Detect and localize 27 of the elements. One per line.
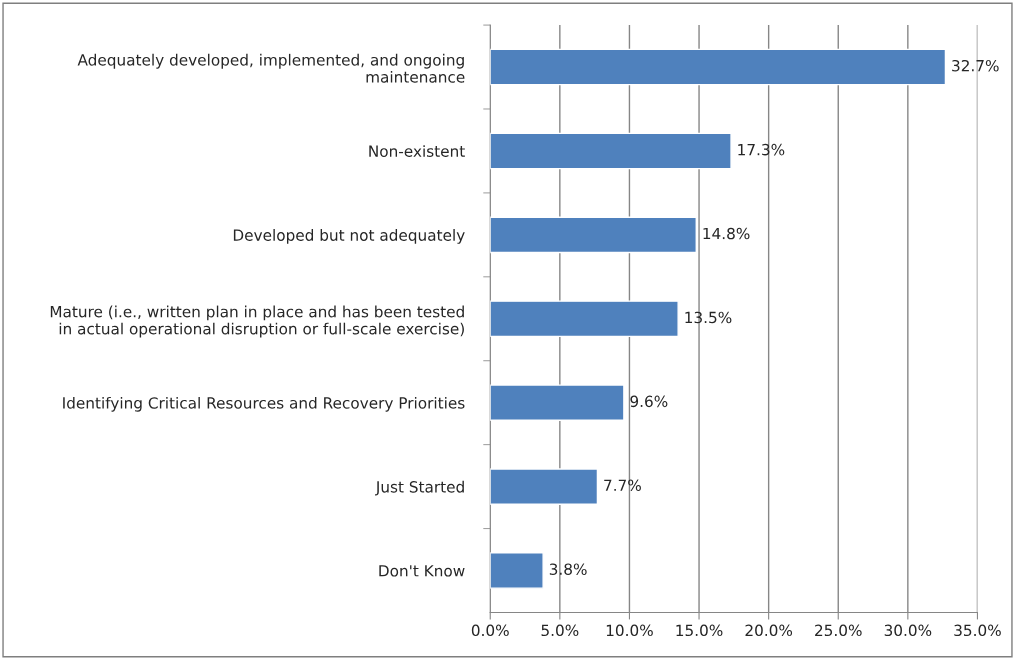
x-tick-label: 15.0% [676,624,723,637]
bar [490,552,544,589]
bar [490,48,947,86]
y-tick-label: Adequately developed, implemented, and ongoing maintenance [77,53,465,83]
x-tick-label: 20.0% [745,624,793,637]
data-label: 32.7% [952,59,999,72]
data-label: 14.8% [703,227,750,240]
y-tick-label: Identifying Critical Resources and Recovery Priorities [63,396,465,412]
x-tick-label: 5.0% [541,624,579,637]
bar [490,468,599,505]
x-tick-label: 10.0% [606,624,653,637]
bar [490,132,732,170]
x-tick-label: 25.0% [815,624,862,637]
x-tick-label: 0.0% [471,624,509,637]
bar [490,216,697,254]
y-tick-label: Just Started [375,480,464,496]
bar [490,384,625,422]
y-tick-label: Don't Know [379,565,465,577]
bar [490,300,679,338]
x-tick-label: 30.0% [884,624,932,637]
data-label: 9.6% [630,395,668,408]
y-tick-label: Developed but not adequately [233,229,465,244]
x-tick-label: 35.0% [954,624,1001,637]
data-label: 3.8% [549,563,587,575]
y-tick-label: Non-existent [369,145,465,157]
data-label: 13.5% [685,311,732,324]
y-tick-label: Mature (i.e., written plan in place and has been tested in actual operational disruption or full-scale exercise) [50,305,464,338]
